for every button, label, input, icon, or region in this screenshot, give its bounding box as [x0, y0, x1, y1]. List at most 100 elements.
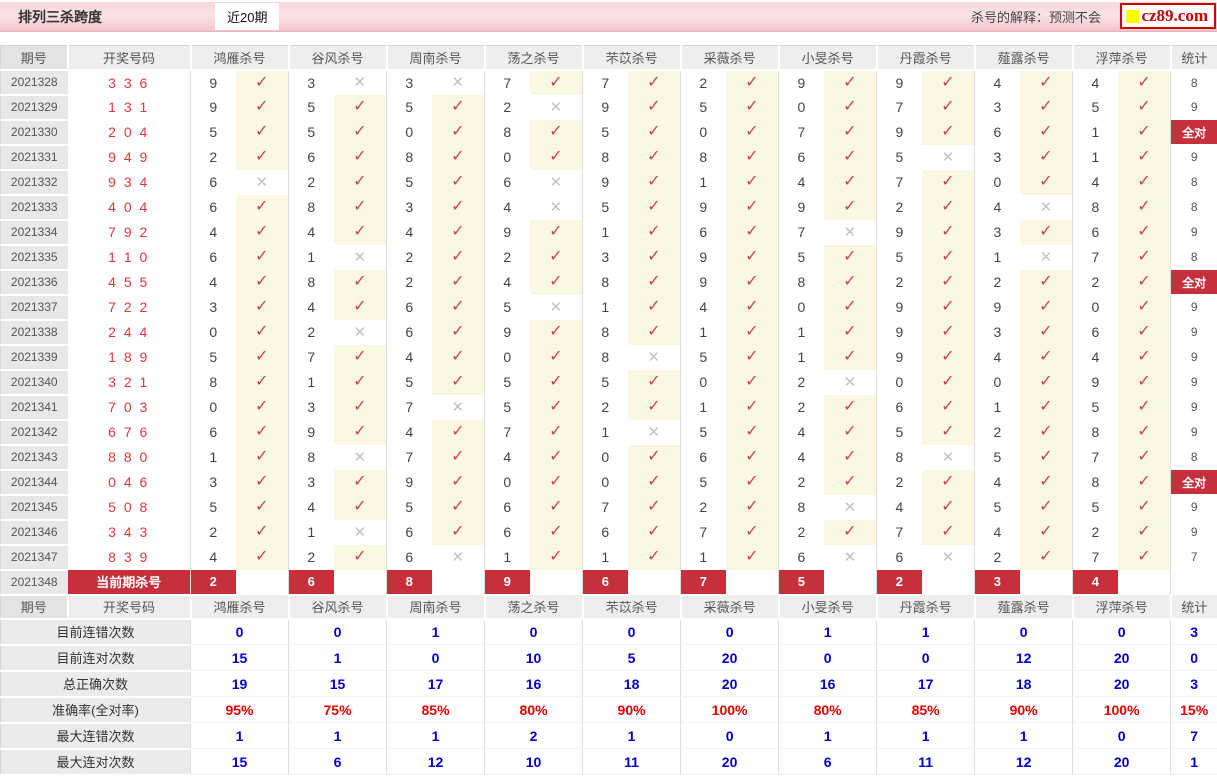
kill-digit: 7 — [582, 69, 628, 95]
kill-digit: 5 — [974, 444, 1020, 470]
kill-digit: 5 — [974, 494, 1020, 520]
check-icon: ✓ — [1117, 194, 1171, 220]
summary-stat: 15% — [1170, 696, 1217, 723]
check-icon: ✓ — [235, 394, 289, 420]
kill-digit: 5 — [680, 94, 726, 120]
check-icon: ✓ — [823, 519, 877, 545]
kill-digit: 4 — [484, 194, 530, 220]
kill-digit: 6 — [190, 244, 236, 270]
period-number: 2021332 — [0, 169, 68, 196]
summary-value: 15 — [288, 670, 387, 697]
kill-digit: 1 — [484, 544, 530, 570]
summary-value: 11 — [582, 748, 681, 775]
result-row: 2021342 6 7 6 6 ✓ 9 ✓ 4 ✓ 7 ✓ 1 ✕ 5 ✓ 4 ✓ 5 ✓ 2 ✓ 8 ✓ 9 — [0, 419, 1217, 446]
kill-digit: 5 — [386, 94, 432, 120]
kill-digit: 3 — [974, 144, 1020, 170]
kill-digit: 5 — [190, 119, 236, 145]
cross-icon: ✕ — [921, 444, 975, 470]
check-icon: ✓ — [921, 194, 975, 220]
kill-digit: 2 — [1072, 519, 1118, 545]
result-row: 2021341 7 0 3 0 ✓ 3 ✓ 7 ✕ 5 ✓ 2 ✓ 1 ✓ 2 ✓ 6 ✓ 1 ✓ 5 ✓ 9 — [0, 394, 1217, 421]
kill-digit: 9 — [582, 169, 628, 195]
check-icon: ✓ — [235, 294, 289, 320]
current-kill-spacer — [432, 570, 485, 595]
kill-digit: 4 — [288, 219, 334, 245]
kill-digit: 9 — [190, 69, 236, 95]
kill-digit: 7 — [484, 419, 530, 445]
check-icon: ✓ — [333, 419, 387, 445]
kill-digit: 4 — [778, 419, 824, 445]
stat-count: 9 — [1170, 419, 1217, 445]
kill-digit: 3 — [190, 294, 236, 320]
check-icon: ✓ — [725, 519, 779, 545]
summary-value: 20 — [680, 670, 779, 697]
check-icon: ✓ — [1019, 469, 1073, 495]
kill-digit: 8 — [876, 444, 922, 470]
kill-digit: 4 — [386, 344, 432, 370]
result-row: 2021340 3 2 1 8 ✓ 1 ✓ 5 ✓ 5 ✓ 5 ✓ 0 ✓ 2 ✕ 0 ✓ 0 ✓ 9 ✓ 9 — [0, 369, 1217, 396]
check-icon: ✓ — [725, 219, 779, 245]
kill-digit: 1 — [582, 419, 628, 445]
check-icon: ✓ — [235, 344, 289, 370]
kill-digit: 7 — [778, 219, 824, 245]
cz89-logo-link[interactable]: cz89.com — [1120, 3, 1216, 29]
column-header-killer: 荡之杀号 — [483, 594, 583, 620]
kill-digit: 5 — [386, 369, 432, 395]
result-row: 2021333 4 0 4 6 ✓ 8 ✓ 3 ✓ 4 ✕ 5 ✓ 9 ✓ 9 ✓ 2 ✓ 4 ✕ 8 ✓ 8 — [0, 194, 1217, 221]
current-kill-spacer — [334, 570, 387, 595]
check-icon: ✓ — [1019, 394, 1073, 420]
kill-digit: 7 — [288, 344, 334, 370]
tab-recent-20[interactable]: 近20期 — [215, 3, 280, 30]
check-icon: ✓ — [725, 144, 779, 170]
summary-value: 10 — [484, 748, 583, 775]
kill-digit: 2 — [484, 94, 530, 120]
check-icon: ✓ — [921, 69, 975, 95]
period-number: 2021328 — [0, 69, 68, 96]
summary-value: 0 — [484, 618, 583, 645]
result-row: 2021336 4 5 5 4 ✓ 8 ✓ 2 ✓ 4 ✓ 8 ✓ 9 ✓ 8 ✓ 2 ✓ 2 ✓ 2 ✓ 全对 — [0, 269, 1217, 296]
kill-digit: 4 — [778, 169, 824, 195]
check-icon: ✓ — [1117, 394, 1171, 420]
cross-icon: ✕ — [921, 544, 975, 570]
check-icon: ✓ — [333, 94, 387, 120]
summary-label: 总正确次数 — [0, 670, 191, 698]
kill-digit: 0 — [484, 344, 530, 370]
stat-count: 8 — [1170, 244, 1217, 270]
check-icon: ✓ — [725, 169, 779, 195]
kill-digit: 1 — [288, 244, 334, 270]
period-number: 2021334 — [0, 219, 68, 246]
kill-digit: 9 — [778, 194, 824, 220]
summary-value: 20 — [1072, 644, 1171, 671]
check-icon: ✓ — [235, 219, 289, 245]
winning-numbers: 3 4 3 — [108, 524, 150, 540]
page-title: 排列三杀跨度 — [18, 8, 102, 25]
cross-icon: ✕ — [921, 144, 975, 170]
kill-digit: 1 — [1072, 119, 1118, 145]
summary-value: 10 — [484, 644, 583, 671]
period-number: 2021331 — [0, 144, 68, 171]
check-icon: ✓ — [431, 144, 485, 170]
winning-numbers: 5 0 8 — [108, 499, 150, 515]
check-icon: ✓ — [725, 319, 779, 345]
summary-value: 1 — [386, 618, 485, 645]
column-header-killer: 采薇杀号 — [679, 594, 779, 620]
check-icon: ✓ — [823, 444, 877, 470]
kill-digit: 3 — [288, 469, 334, 495]
check-icon: ✓ — [333, 369, 387, 395]
winning-numbers: 3 2 1 — [108, 374, 150, 390]
kill-digit: 9 — [778, 69, 824, 95]
summary-value: 12 — [386, 748, 485, 775]
summary-value: 90% — [974, 696, 1073, 723]
summary-value: 20 — [680, 748, 779, 775]
period-number: 2021339 — [0, 344, 68, 371]
summary-value: 0 — [1072, 618, 1171, 645]
kill-digit: 1 — [582, 219, 628, 245]
check-icon: ✓ — [235, 244, 289, 270]
check-icon: ✓ — [823, 394, 877, 420]
period-number: 2021348 — [0, 569, 68, 596]
kill-digit: 2 — [680, 69, 726, 95]
stat-count: 8 — [1170, 194, 1217, 220]
current-kill-spacer — [1118, 570, 1171, 595]
summary-stat: 0 — [1170, 644, 1217, 671]
column-header-killer: 芣苡杀号 — [581, 594, 681, 620]
